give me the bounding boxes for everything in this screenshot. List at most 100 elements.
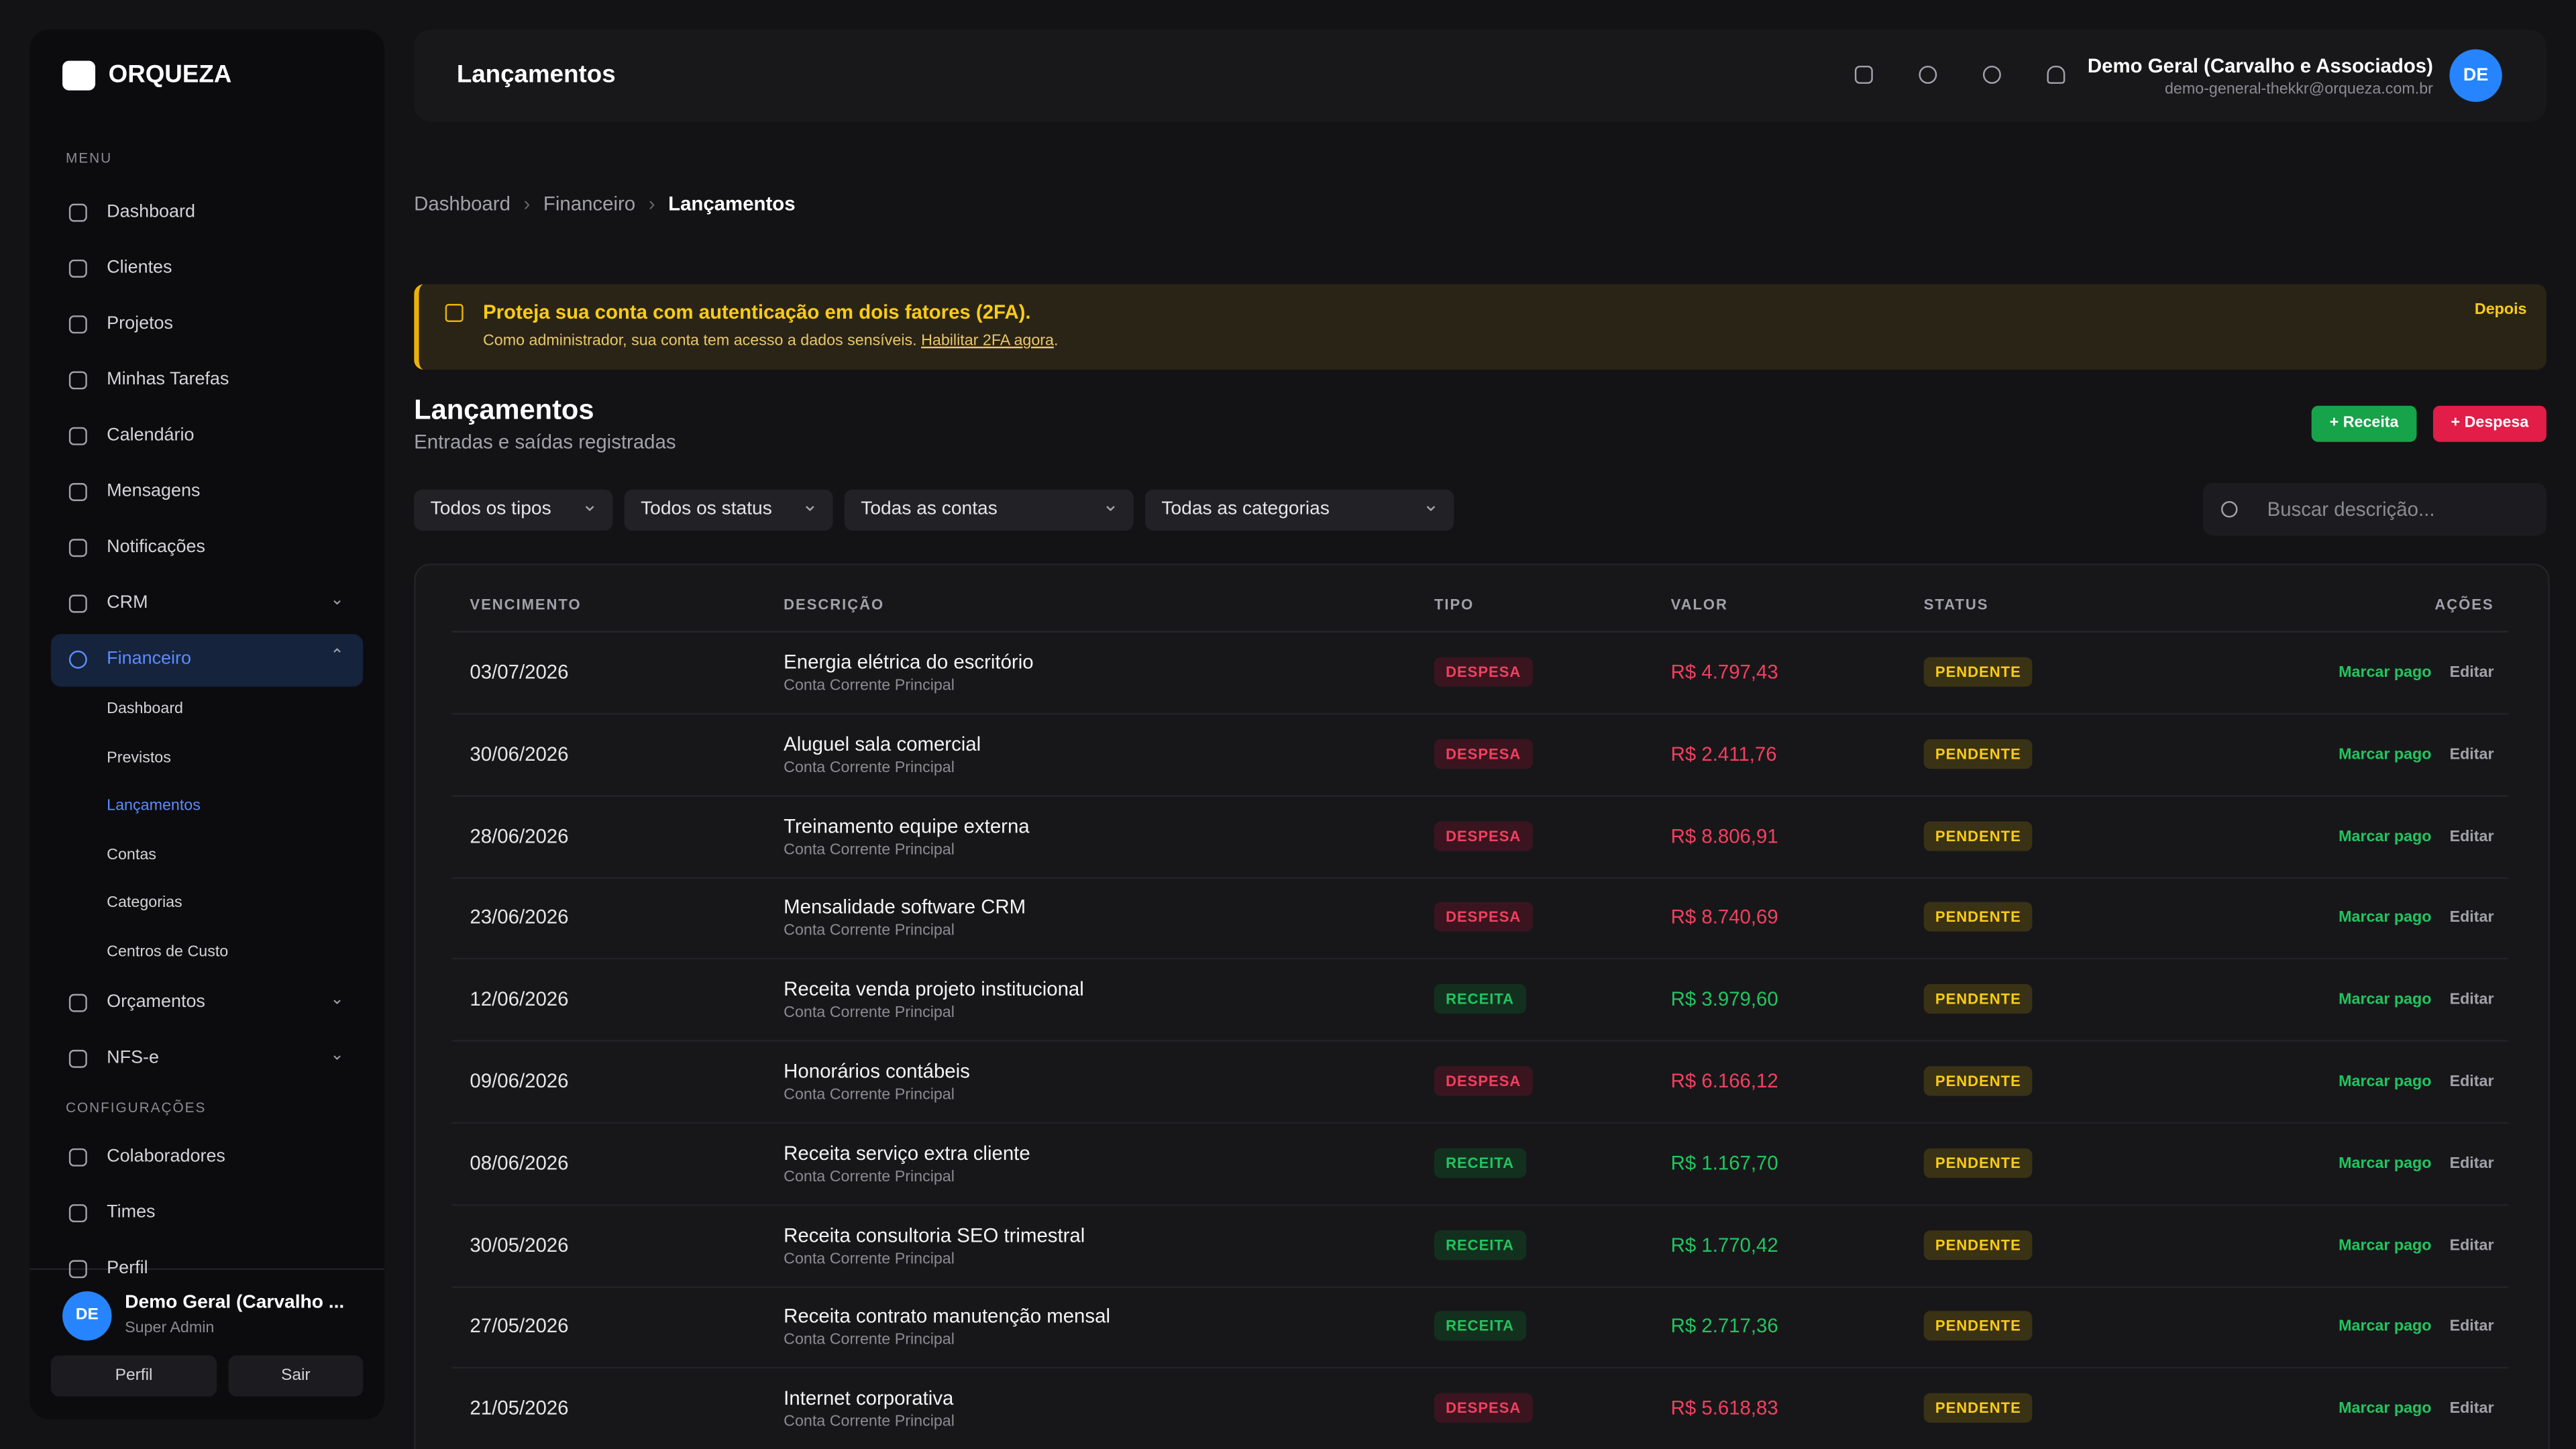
mark-paid[interactable]: Marcar pago — [2339, 1318, 2432, 1336]
crumb[interactable]: Financeiro — [543, 192, 636, 215]
description: Honorários contábeis — [784, 1059, 970, 1083]
filter-select[interactable]: Todos os status ⌄ — [624, 489, 833, 531]
submenu-item[interactable]: Categorias — [107, 894, 182, 912]
status-badge: PENDENTE — [1923, 739, 2033, 769]
mark-paid[interactable]: Marcar pago — [2339, 1399, 2432, 1418]
account: Conta Corrente Principal — [784, 922, 955, 941]
row-line — [451, 712, 2509, 715]
filter-icon[interactable] — [1854, 65, 1873, 84]
menu-item[interactable]: Colaboradores — [107, 1146, 225, 1167]
mark-paid[interactable]: Marcar pago — [2339, 909, 2432, 928]
crumb[interactable]: Dashboard — [414, 192, 511, 215]
status-badge: PENDENTE — [1923, 902, 2033, 932]
filter-select[interactable]: Todas as contas ⌄ — [844, 489, 1134, 531]
submenu-item[interactable]: Lançamentos — [107, 796, 201, 815]
menu-icon — [68, 650, 87, 669]
status-badge: PENDENTE — [1923, 1148, 2033, 1178]
row-line — [451, 1040, 2509, 1042]
user-email: demo-general-thekkr@orqueza.com.br — [2164, 80, 2433, 99]
amount: R$ 2.411,76 — [1670, 742, 1777, 765]
add-expense[interactable]: + Despesa — [2432, 405, 2546, 442]
account: Conta Corrente Principal — [784, 1331, 955, 1350]
filter-select[interactable]: Todos os tipos ⌄ — [414, 489, 613, 531]
edit[interactable]: Editar — [2449, 663, 2494, 682]
add-income[interactable]: + Receita — [2311, 405, 2417, 442]
menu-icon — [68, 483, 87, 501]
mark-paid[interactable]: Marcar pago — [2339, 827, 2432, 846]
chevron: ⌃ — [330, 647, 344, 665]
edit[interactable]: Editar — [2449, 1073, 2494, 1091]
logo-icon — [62, 60, 96, 91]
chat-icon[interactable] — [1982, 65, 2001, 84]
alert-text: Como administrador, sua conta tem acesso… — [483, 331, 1059, 350]
column-header[interactable]: DESCRIÇÃO — [784, 596, 885, 613]
mark-paid[interactable]: Marcar pago — [2339, 991, 2432, 1010]
description: Internet corporativa — [784, 1387, 954, 1410]
account: Conta Corrente Principal — [784, 676, 955, 695]
edit[interactable]: Editar — [2449, 909, 2494, 928]
menu-icon — [68, 1204, 87, 1223]
dismiss[interactable]: Depois — [2474, 301, 2527, 319]
edit[interactable]: Editar — [2449, 1236, 2494, 1255]
status-badge: PENDENTE — [1923, 657, 2033, 687]
edit[interactable]: Editar — [2449, 1155, 2494, 1173]
search[interactable]: Buscar descrição... — [2203, 483, 2546, 536]
column-header[interactable]: VENCIMENTO — [470, 596, 582, 613]
user-role: Super Admin — [125, 1319, 215, 1338]
type-badge: DESPESA — [1434, 902, 1533, 932]
type-badge: RECEITA — [1434, 984, 1526, 1014]
menu-item[interactable]: NFS-e — [107, 1048, 160, 1068]
filter-select[interactable]: Todas as categorias ⌄ — [1144, 489, 1454, 531]
submenu-item[interactable]: Contas — [107, 845, 156, 863]
amount: R$ 4.797,43 — [1670, 660, 1778, 684]
column-header[interactable]: AÇÕES — [2434, 596, 2494, 613]
menu-item[interactable]: Dashboard — [107, 202, 196, 222]
divider — [30, 1268, 385, 1271]
search-icon — [2221, 500, 2238, 518]
mark-paid[interactable]: Marcar pago — [2339, 1236, 2432, 1255]
profile-button[interactable]: Perfil — [50, 1355, 217, 1397]
menu-item[interactable]: Orçamentos — [107, 992, 205, 1012]
mark-paid[interactable]: Marcar pago — [2339, 663, 2432, 682]
row-line — [451, 876, 2509, 879]
edit[interactable]: Editar — [2449, 827, 2494, 846]
logout-button[interactable]: Sair — [228, 1355, 364, 1397]
type-badge: DESPESA — [1434, 739, 1533, 769]
edit[interactable]: Editar — [2449, 1399, 2494, 1418]
menu-item[interactable]: Notificações — [107, 537, 205, 557]
menu-item[interactable]: Clientes — [107, 258, 172, 278]
user-name: Demo Geral (Carvalho e Associados) — [2087, 54, 2433, 78]
theme-icon[interactable] — [1919, 65, 1937, 84]
submenu-item[interactable]: Dashboard — [107, 700, 184, 718]
mark-paid[interactable]: Marcar pago — [2339, 1073, 2432, 1091]
menu-item[interactable]: Calendário — [107, 425, 195, 445]
description: Receita serviço extra cliente — [784, 1141, 1030, 1165]
user-name: Demo Geral (Carvalho ... — [125, 1293, 345, 1313]
submenu-item[interactable]: Centros de Custo — [107, 942, 229, 961]
avatar: DE — [62, 1291, 112, 1341]
menu-item[interactable]: Mensagens — [107, 481, 201, 501]
menu-item[interactable]: Projetos — [107, 313, 174, 334]
row-line — [451, 1122, 2509, 1124]
mark-paid[interactable]: Marcar pago — [2339, 1155, 2432, 1173]
menu-icon — [68, 371, 87, 390]
edit[interactable]: Editar — [2449, 991, 2494, 1010]
menu-item[interactable]: Financeiro — [107, 649, 191, 669]
menu-item[interactable]: Minhas Tarefas — [107, 370, 229, 390]
submenu-item[interactable]: Previstos — [107, 748, 171, 767]
menu-item[interactable]: Times — [107, 1202, 156, 1223]
column-header[interactable]: TIPO — [1434, 596, 1474, 613]
column-header[interactable]: VALOR — [1670, 596, 1728, 613]
column-header[interactable]: STATUS — [1923, 596, 1989, 613]
alert: Proteja sua conta com autenticação em do… — [414, 284, 2546, 370]
edit[interactable]: Editar — [2449, 1318, 2494, 1336]
alert-link[interactable]: Habilitar 2FA agora — [921, 331, 1054, 350]
edit[interactable]: Editar — [2449, 745, 2494, 764]
menu-icon — [68, 315, 87, 334]
mark-paid[interactable]: Marcar pago — [2339, 745, 2432, 764]
menu-item[interactable]: CRM — [107, 593, 148, 613]
avatar[interactable]: DE — [2449, 49, 2502, 102]
alert-text: Como administrador, sua conta tem acesso… — [483, 331, 917, 350]
menu-item[interactable]: Perfil — [107, 1258, 148, 1279]
bell-icon[interactable] — [2047, 65, 2065, 84]
